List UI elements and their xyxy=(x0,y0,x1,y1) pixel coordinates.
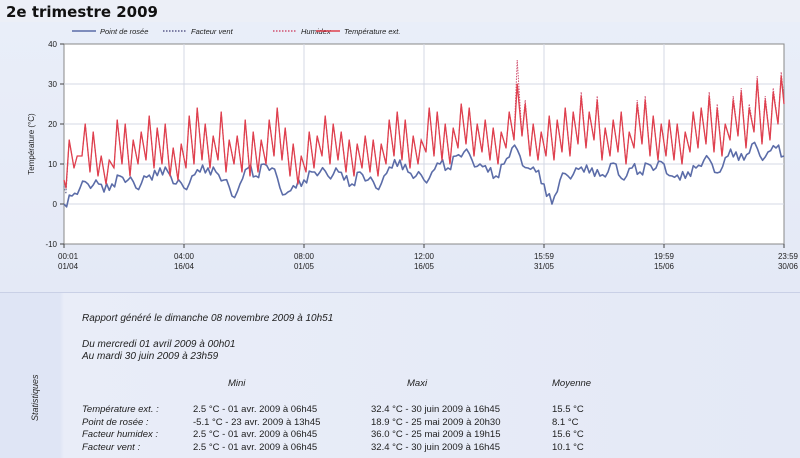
y-tick-label: 10 xyxy=(48,160,57,169)
x-tick-time: 04:00 xyxy=(174,252,195,261)
stat-label-3: Facteur vent : xyxy=(82,441,141,453)
chart-area: -10 0 10 20 30 40 Température (°C) 00:01 01/04 04… xyxy=(0,22,800,292)
y-axis-label: Température (°C) xyxy=(27,113,36,175)
series-line-dew-point xyxy=(63,141,785,208)
stat-min-0: 2.5 °C - 01 avr. 2009 à 06h45 xyxy=(193,404,318,415)
x-tick-date: 16/05 xyxy=(414,262,435,271)
stat-max-2: 36.0 °C - 25 mai 2009 à 19h15 xyxy=(371,429,501,440)
x-tick-time: 08:00 xyxy=(294,252,315,261)
stat-min-3: 2.5 °C - 01 avr. 2009 à 06h45 xyxy=(193,441,318,453)
stat-max-3: 32.4 °C - 30 juin 2009 à 16h45 xyxy=(371,441,500,453)
x-tick-time: 12:00 xyxy=(414,252,435,261)
legend-label-0: Point de rosée xyxy=(100,27,148,36)
stat-avg-3: 10.1 °C xyxy=(552,441,584,453)
x-tick-time: 15:59 xyxy=(534,252,555,261)
x-tick-date: 01/04 xyxy=(58,262,79,271)
statistics-side-label: Statistiques xyxy=(30,374,40,421)
report-generated-line: Rapport généré le dimanche 08 novembre 2… xyxy=(82,313,334,324)
period-from-line: Du mercredi 01 avril 2009 à 00h01 xyxy=(82,339,236,350)
x-tick-time: 23:59 xyxy=(778,252,799,261)
y-tick-label: -10 xyxy=(45,240,57,249)
header-max: Maxi xyxy=(407,378,428,389)
x-tick-date: 31/05 xyxy=(534,262,555,271)
x-tick-date: 30/06 xyxy=(778,262,799,271)
x-tick-date: 15/06 xyxy=(654,262,675,271)
stat-max-1: 18.9 °C - 25 mai 2009 à 20h30 xyxy=(371,416,501,428)
legend-label-1: Facteur vent xyxy=(191,27,234,36)
page-title: 2e trimestre 2009 xyxy=(6,3,158,21)
period-to-line: Au mardi 30 juin 2009 à 23h59 xyxy=(82,351,219,362)
series-line-temperature xyxy=(63,75,785,189)
stat-label-0: Température ext. : xyxy=(82,404,159,415)
stat-label-2: Facteur humidex : xyxy=(82,429,159,440)
stat-avg-0: 15.5 °C xyxy=(552,404,584,415)
header-average: Moyenne xyxy=(552,378,592,389)
stat-max-0: 32.4 °C - 30 juin 2009 à 16h45 xyxy=(371,404,500,415)
stat-min-2: 2.5 °C - 01 avr. 2009 à 06h45 xyxy=(193,429,318,440)
x-tick-time: 00:01 xyxy=(58,252,79,261)
stat-avg-2: 15.6 °C xyxy=(552,429,584,440)
y-tick-label: 20 xyxy=(48,120,57,129)
x-tick-date: 16/04 xyxy=(174,262,195,271)
header-min: Mini xyxy=(228,378,246,389)
legend-label-3: Température ext. xyxy=(344,27,400,36)
stat-label-1: Point de rosée : xyxy=(82,416,149,428)
x-tick-time: 19:59 xyxy=(654,252,675,261)
y-tick-label: 0 xyxy=(53,200,58,209)
stat-min-1: -5.1 °C - 23 avr. 2009 à 13h45 xyxy=(193,416,321,428)
legend-label-2: Humidex xyxy=(301,27,331,36)
y-tick-label: 40 xyxy=(48,40,57,49)
x-tick-date: 01/05 xyxy=(294,262,315,271)
statistics-panel: Statistiques Rapport généré le dimanche … xyxy=(0,292,800,458)
y-tick-label: 30 xyxy=(48,80,57,89)
stat-avg-1: 8.1 °C xyxy=(552,416,579,428)
